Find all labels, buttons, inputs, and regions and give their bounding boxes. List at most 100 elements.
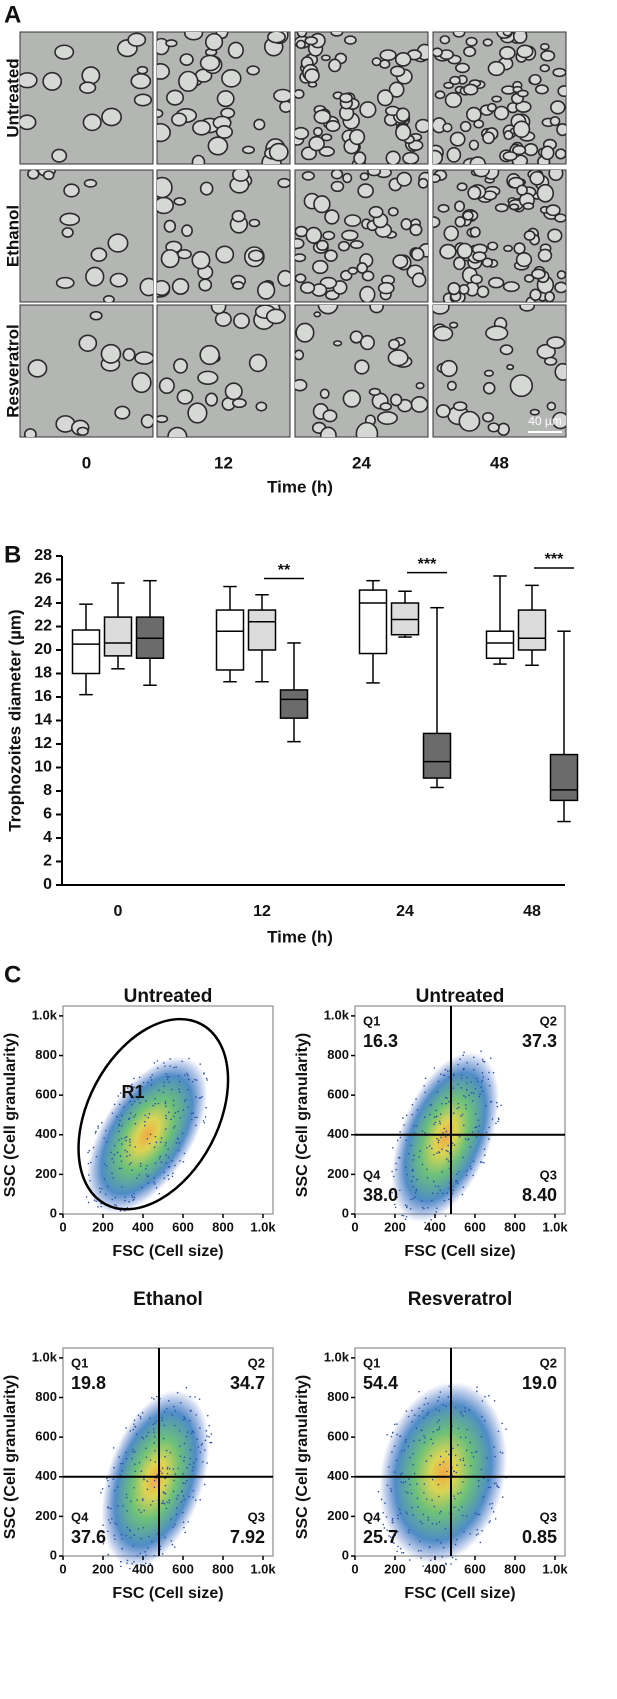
cell	[516, 89, 529, 98]
box	[549, 753, 579, 802]
event-dot	[424, 1397, 427, 1400]
plot-title: Resveratrol	[408, 1289, 513, 1310]
event-dot	[209, 1441, 211, 1444]
event-dot	[183, 1498, 185, 1501]
y-tick-label: 26	[34, 571, 52, 588]
cell	[322, 230, 336, 241]
event-dot	[162, 1500, 164, 1502]
event-dot	[415, 1189, 418, 1192]
quadrant-value: 37.6	[71, 1527, 106, 1547]
cell	[127, 32, 147, 47]
micrograph	[432, 31, 567, 165]
y-tick-label: 16	[34, 688, 52, 705]
cell	[494, 203, 509, 213]
cell	[199, 344, 220, 366]
event-dot	[402, 1551, 405, 1554]
event-dot	[142, 1526, 145, 1529]
quadrant-value: 7.92	[230, 1527, 265, 1547]
cell	[516, 44, 534, 59]
event-dot	[423, 1116, 426, 1119]
event-dot	[142, 1498, 144, 1500]
event-dot	[463, 1530, 465, 1533]
y-tick-label: 10	[34, 759, 52, 776]
event-dot	[183, 1100, 186, 1103]
event-dot	[205, 1077, 208, 1080]
event-dot	[423, 1085, 425, 1087]
event-dot	[125, 1534, 128, 1537]
cell	[448, 321, 459, 329]
cell	[395, 123, 412, 142]
event-dot	[119, 1210, 122, 1212]
cell	[157, 279, 171, 297]
event-dot	[112, 1447, 115, 1449]
cell	[454, 200, 466, 213]
event-dot	[163, 1424, 166, 1427]
event-dot	[87, 1201, 90, 1204]
event-dot	[478, 1095, 481, 1098]
cell	[376, 89, 394, 107]
event-dot	[472, 1069, 475, 1071]
y-tick-label: 1.0k	[324, 1349, 350, 1364]
event-dot	[433, 1116, 436, 1119]
cell	[458, 284, 470, 295]
event-dot	[156, 1067, 159, 1070]
event-dot	[129, 1154, 131, 1156]
event-dot	[192, 1112, 195, 1114]
event-dot	[107, 1530, 109, 1533]
event-dot	[438, 1512, 441, 1514]
event-dot	[461, 1514, 464, 1517]
event-dot	[487, 1138, 490, 1140]
event-dot	[435, 1408, 438, 1411]
event-dot	[426, 1146, 428, 1149]
event-dot	[133, 1100, 136, 1103]
event-dot	[175, 1497, 178, 1500]
event-dot	[489, 1486, 492, 1488]
cell	[191, 250, 211, 270]
event-dot	[94, 1132, 97, 1134]
cell	[544, 291, 555, 302]
cell	[369, 305, 384, 314]
event-dot	[457, 1063, 459, 1066]
y-tick-label: 1.0k	[324, 1007, 350, 1022]
event-dot	[163, 1177, 166, 1180]
event-dot	[398, 1189, 401, 1192]
event-dot	[174, 1164, 176, 1167]
event-dot	[168, 1081, 171, 1083]
event-dot	[201, 1461, 204, 1463]
cell	[173, 358, 188, 374]
event-dot	[434, 1185, 437, 1187]
event-dot	[121, 1114, 123, 1117]
event-dot	[185, 1435, 188, 1438]
event-dot	[428, 1145, 431, 1147]
event-dot	[423, 1491, 425, 1494]
event-dot	[186, 1479, 188, 1482]
event-dot	[206, 1435, 208, 1437]
cell	[556, 122, 566, 137]
event-dot	[110, 1507, 112, 1510]
event-dot	[148, 1535, 150, 1538]
event-dot	[418, 1415, 420, 1417]
event-dot	[474, 1512, 477, 1514]
event-dot	[116, 1151, 119, 1154]
event-dot	[177, 1074, 180, 1077]
event-dot	[418, 1156, 420, 1158]
y-tick-label: 600	[327, 1429, 349, 1444]
event-dot	[451, 1142, 454, 1144]
event-dot	[466, 1088, 468, 1091]
event-dot	[468, 1409, 471, 1411]
x-tick-label: 600	[172, 1219, 194, 1234]
event-dot	[146, 1175, 149, 1178]
event-dot	[427, 1516, 430, 1519]
micrograph	[156, 169, 291, 303]
event-dot	[496, 1484, 498, 1486]
cell	[131, 372, 152, 394]
event-dot	[475, 1534, 478, 1536]
event-dot	[123, 1106, 125, 1108]
cell	[523, 230, 536, 241]
y-tick-label: 400	[327, 1468, 349, 1483]
event-dot	[466, 1428, 469, 1431]
event-dot	[164, 1102, 167, 1105]
event-dot	[196, 1116, 198, 1119]
event-dot	[494, 1517, 497, 1520]
significance: ***	[545, 551, 564, 568]
